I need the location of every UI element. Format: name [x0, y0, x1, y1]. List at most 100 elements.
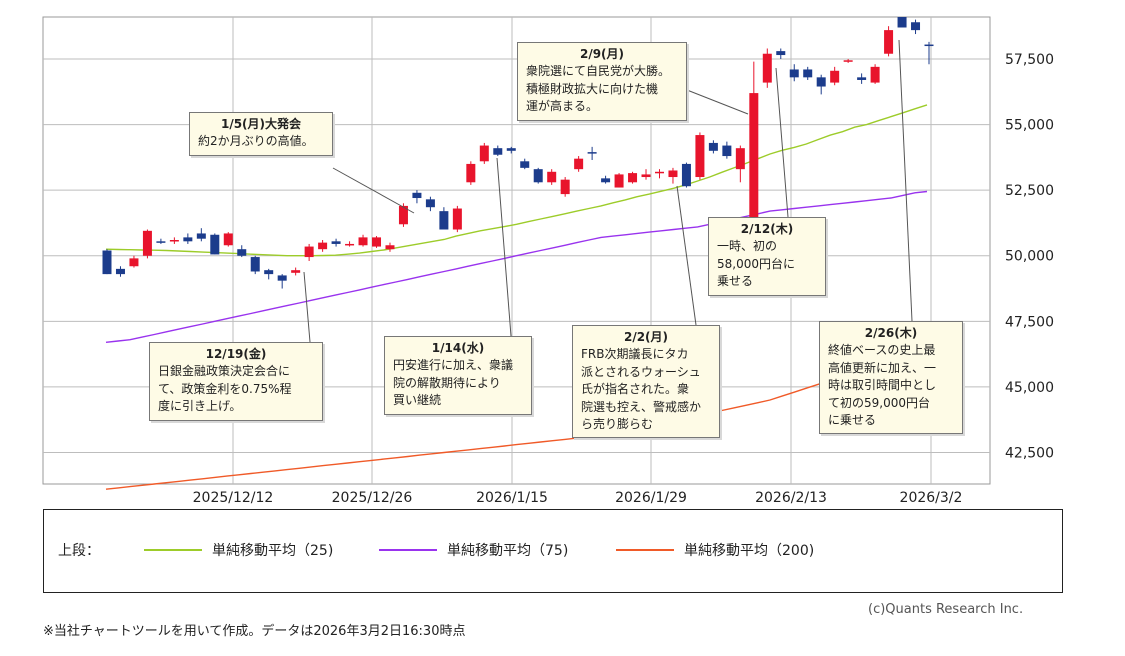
candle-body	[156, 241, 166, 243]
candle-body	[425, 199, 435, 208]
candle-body	[789, 69, 799, 78]
annotation-date: 2/12(木)	[740, 222, 794, 236]
annotation-2: 2/9(月) 衆院選にて自民党が大勝。 積極財政拡大に向けた機 運が高まる。	[517, 42, 687, 121]
candle-body	[776, 51, 786, 56]
legend-swatch-ma25	[144, 549, 202, 551]
candle-body	[884, 30, 894, 54]
candle-body	[641, 174, 651, 178]
candle-body	[601, 178, 611, 183]
x-tick-label: 2025/12/12	[193, 490, 274, 505]
annotation-date: 2/26(木)	[864, 326, 918, 340]
copyright-credit: (c)Quants Research Inc.	[868, 602, 1024, 617]
annotation-text: 終値ベースの史上最 高値更新に加え、一 時は取引時間中とし て初の59,000円…	[828, 343, 937, 427]
candle-body	[628, 173, 638, 183]
annotation-leader-line	[496, 157, 512, 337]
annotation-text: 約2か月ぶりの高値。	[198, 134, 314, 149]
annotation-4: 12/19(金) 日銀金融政策決定会合に て、政策金利を0.75%程 度に引き上…	[149, 342, 323, 421]
candle-body	[250, 257, 260, 272]
candle-body	[142, 230, 152, 256]
annotation-leader-line	[898, 39, 913, 322]
candle-body	[587, 152, 597, 154]
candle-body	[331, 241, 341, 244]
candle-body	[911, 22, 921, 31]
candle-body	[479, 145, 489, 162]
footnote: ※当社チャートツールを用いて作成。データは2026年3月2日16:30時点	[43, 624, 466, 639]
legend-swatch-ma200	[616, 549, 674, 551]
candle-body	[506, 148, 516, 151]
annotation-leader-line	[303, 271, 311, 343]
y-tick-label: 45,000	[1005, 380, 1054, 396]
y-tick-label: 52,500	[1005, 183, 1054, 199]
x-tick-label: 2026/3/2	[900, 490, 963, 505]
annotation-date: 1/5(月)大発会	[220, 117, 302, 131]
candle-body	[520, 161, 530, 168]
candle-body	[385, 245, 395, 250]
candle-body	[695, 135, 705, 178]
candle-body	[870, 66, 880, 83]
candle-body	[237, 249, 247, 256]
candle-body	[398, 205, 408, 225]
candle-body	[574, 158, 584, 170]
candle-body	[924, 44, 934, 47]
annotation-1: 1/5(月)大発会 約2か月ぶりの高値。	[189, 112, 333, 156]
annotation-text: 日銀金融政策決定会合に て、政策金利を0.75%程 度に引き上げ。	[158, 364, 292, 414]
annotation-3: 2/12(木) 一時、初の 58,000円台に 乗せる	[708, 217, 826, 296]
candle-body	[183, 237, 193, 242]
y-tick-label: 50,000	[1005, 249, 1054, 265]
candle-body	[210, 234, 220, 255]
legend-label-ma75: 単純移動平均（75)	[447, 543, 569, 559]
candle-body	[897, 17, 907, 28]
annotation-text: FRB次期議長にタカ 派とされるウォーシュ 氏が指名された。衆 院選も控え、警戒…	[581, 347, 702, 431]
candle-body	[439, 211, 449, 230]
candle-body	[115, 268, 125, 275]
candle-body	[318, 242, 328, 250]
candle-body	[560, 179, 570, 195]
candle-body	[291, 270, 301, 273]
candle-body	[466, 163, 476, 183]
candle-body	[762, 53, 772, 83]
moving-average-line-1	[105, 190, 928, 343]
candle-body	[223, 233, 233, 246]
y-tick-label: 57,500	[1005, 52, 1054, 68]
candle-body	[857, 77, 867, 80]
moving-average-line-2	[105, 348, 928, 490]
candle-body	[735, 148, 745, 170]
x-tick-label: 2026/1/15	[476, 490, 548, 505]
annotation-text: 衆院選にて自民党が大勝。 積極財政拡大に向けた機 運が高まる。	[526, 64, 671, 114]
candle-body	[803, 69, 813, 78]
candle-body	[681, 163, 691, 187]
candle-body	[264, 270, 274, 275]
x-tick-label: 2025/12/26	[332, 490, 413, 505]
annotation-leader-line	[676, 185, 697, 326]
candle-body	[129, 258, 139, 267]
annotation-date: 1/14(水)	[431, 341, 485, 355]
y-tick-label: 55,000	[1005, 118, 1054, 134]
candle-body	[654, 171, 664, 174]
x-tick-label: 2026/1/29	[615, 490, 687, 505]
y-tick-label: 47,500	[1005, 314, 1054, 330]
candle-body	[452, 208, 462, 230]
candle-body	[749, 93, 759, 233]
annotation-leader-line	[686, 89, 749, 115]
candle-body	[843, 60, 853, 62]
annotation-7: 2/26(木) 終値ベースの史上最 高値更新に加え、一 時は取引時間中とし て初…	[819, 321, 963, 435]
candle-body	[493, 148, 503, 155]
candle-body	[668, 170, 678, 178]
legend-label-ma25: 単純移動平均（25)	[212, 543, 334, 559]
candle-body	[169, 240, 179, 242]
annotation-date: 2/9(月)	[579, 47, 625, 61]
legend-prefix: 上段：	[58, 543, 100, 559]
annotation-leader-line	[775, 67, 789, 218]
candle-body	[345, 243, 355, 246]
candle-body	[830, 70, 840, 83]
candle-body	[547, 171, 557, 183]
candle-body	[722, 145, 732, 157]
annotation-date: 12/19(金)	[205, 347, 267, 361]
candle-body	[533, 169, 543, 183]
candle-body	[708, 142, 718, 151]
annotation-text: 一時、初の 58,000円台に 乗せる	[717, 239, 795, 289]
legend-swatch-ma75	[379, 549, 437, 551]
candle-body	[196, 233, 206, 239]
annotation-leader-line	[332, 167, 415, 214]
candle-body	[816, 77, 826, 87]
